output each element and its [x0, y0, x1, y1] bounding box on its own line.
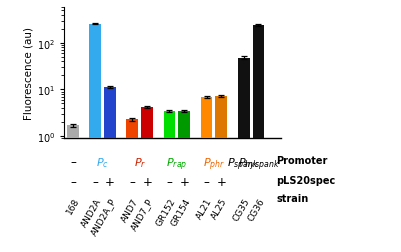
Text: P$_{hyspank}$: P$_{hyspank}$	[237, 156, 279, 172]
Text: P$_{spank}$: P$_{spank}$	[227, 156, 260, 172]
Text: +: +	[179, 175, 189, 188]
Text: –: –	[204, 175, 209, 188]
Text: CG36: CG36	[246, 196, 266, 222]
Text: GR152: GR152	[154, 196, 177, 227]
Text: +: +	[217, 175, 226, 188]
Text: strain: strain	[276, 194, 308, 204]
Text: AL21: AL21	[195, 196, 215, 220]
Text: –: –	[130, 175, 135, 188]
Text: AND7_P: AND7_P	[130, 196, 155, 231]
Text: P$_{rap}$: P$_{rap}$	[166, 156, 188, 172]
Text: +: +	[142, 175, 152, 188]
Text: GR154: GR154	[169, 196, 192, 227]
Text: P$_{r}$: P$_{r}$	[134, 156, 146, 169]
Text: CG35: CG35	[231, 196, 251, 222]
Text: P$_{phr}$: P$_{phr}$	[203, 156, 225, 172]
Text: P$_{c}$: P$_{c}$	[96, 156, 109, 169]
Text: Promoter: Promoter	[276, 156, 328, 166]
Text: –: –	[166, 175, 172, 188]
Text: –: –	[70, 175, 76, 188]
Bar	[126, 120, 138, 252]
Bar	[178, 111, 190, 252]
Bar	[141, 108, 153, 252]
Text: –: –	[70, 156, 76, 169]
Text: AND7: AND7	[119, 196, 140, 223]
Bar	[164, 111, 175, 252]
Y-axis label: Fluorescence (au): Fluorescence (au)	[24, 27, 34, 119]
Text: AL25: AL25	[210, 196, 229, 220]
Bar	[104, 87, 116, 252]
Text: pLS20spec: pLS20spec	[276, 175, 336, 185]
Text: –: –	[92, 175, 98, 188]
Bar	[215, 97, 227, 252]
Bar	[238, 58, 249, 252]
Bar	[200, 98, 213, 252]
Bar	[253, 26, 264, 252]
Bar	[67, 126, 79, 252]
Text: +: +	[105, 175, 115, 188]
Text: AND2A: AND2A	[79, 196, 103, 228]
Bar	[89, 24, 101, 252]
Text: AND2A_P: AND2A_P	[89, 196, 118, 236]
Text: 168: 168	[65, 196, 81, 216]
